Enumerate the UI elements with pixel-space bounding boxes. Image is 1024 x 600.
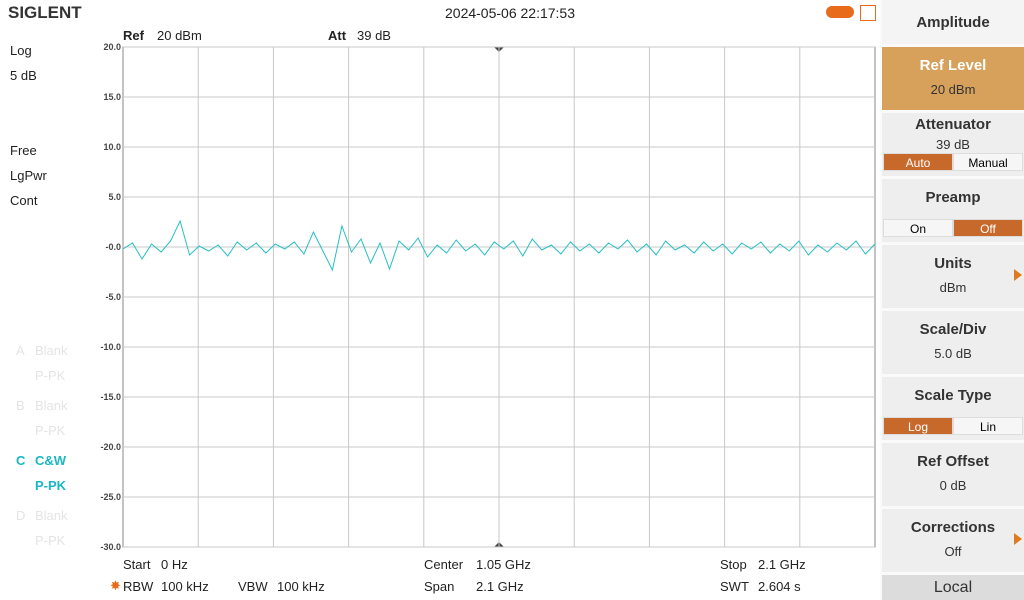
y-tick-label: -30.0 [100,542,121,552]
off[interactable]: Off [953,219,1023,237]
arrow [1014,533,1022,545]
arrow [1014,269,1022,281]
y-tick-label: 10.0 [103,142,121,152]
y-tick-label: -15.0 [100,392,121,402]
units-button[interactable]: Units dBm [882,245,1024,308]
y-tick-label: 20.0 [103,42,121,52]
rbw-dot: ✸ [110,578,121,593]
swt: SWT [720,579,749,594]
value: dBm [939,280,967,295]
value: Off [944,544,962,559]
scale: Log [10,43,32,58]
manual[interactable]: Manual [953,153,1023,171]
ref-value: 20 dBm [157,28,202,43]
label: Units [934,255,972,272]
trace-id: B [16,398,25,413]
scale-type-button[interactable]: Scale Type Log Lin [882,377,1024,440]
trace-id: D [16,508,26,523]
y-tick-label: 15.0 [103,92,121,102]
ref-label: Ref [123,28,144,43]
y-tick-label: -0.0 [105,242,121,252]
label: Preamp [925,189,981,206]
swt-value: 2.604 s [758,579,801,594]
label: Corrections [910,519,996,536]
corrections-button[interactable]: Corrections Off [882,509,1024,572]
brand: SIGLENT [8,3,82,22]
preamp-button[interactable]: Preamp On Off [882,179,1024,242]
trace-state: C&W [35,453,67,468]
div: 5 dB [10,68,37,83]
datetime: 2024-05-06 22:17:53 [445,5,575,21]
value: 20 dBm [930,82,976,97]
trace-detector: P-PK [35,368,66,383]
y-tick-label: -25.0 [100,492,121,502]
label: Attenuator [915,116,991,133]
trace-state: Blank [35,398,68,413]
value: 5.0 dB [934,346,972,361]
att-label: Att [328,28,347,43]
label: Scale/Div [919,321,987,338]
mode: LgPwr [10,168,47,183]
lin[interactable]: Lin [953,417,1023,435]
y-tick-label: 5.0 [108,192,121,202]
trace-state: Blank [35,343,68,358]
value: 39 dB [936,137,970,152]
sweep: Cont [10,193,38,208]
trace [122,219,876,272]
stop: Stop [720,557,747,572]
trace-state: Blank [35,508,68,523]
stop-value: 2.1 GHz [758,557,806,572]
scale-div-button[interactable]: Scale/Div 5.0 dB [882,311,1024,374]
trace-detector: P-PK [35,478,67,493]
y-tick-label: -5.0 [105,292,121,302]
ref-offset-button[interactable]: Ref Offset 0 dB [882,443,1024,506]
auto[interactable]: Auto [883,153,953,171]
y-tick-label: -20.0 [100,442,121,452]
trace-detector: P-PK [35,423,66,438]
menu-title: Amplitude [882,0,1024,44]
center-value: 1.05 GHz [476,557,531,572]
attenuator-button[interactable]: Attenuator 39 dB Auto Manual [882,113,1024,176]
center: Center [424,557,464,572]
value: 0 dB [939,478,967,493]
usb-icon [826,6,854,18]
label: Ref Offset [917,453,989,470]
trace-id: C [16,453,26,468]
start: Start [123,557,151,572]
on[interactable]: On [883,219,953,237]
trig: Free [10,143,37,158]
span-value: 2.1 GHz [476,579,524,594]
menu-title-text: Amplitude [916,14,990,31]
label: Scale Type [914,387,992,404]
y-tick-label: -10.0 [100,342,121,352]
start-value: 0 Hz [161,557,188,572]
label: Local [933,579,973,596]
vbw: VBW [238,579,268,594]
log[interactable]: Log [883,417,953,435]
att-value: 39 dB [357,28,391,43]
rbw-value: 100 kHz [161,579,209,594]
trace-id: A [16,343,25,358]
network-icon [860,5,876,21]
plot: 20.0 15.0 10.0 5.0 -0.0 -5.0 -10.0 -15.0 -20.0 -2… [100,42,876,552]
ref-level-button[interactable]: Ref Level 20 dBm [882,47,1024,110]
label: Ref Level [919,57,987,74]
rbw: RBW [123,579,154,594]
span: Span [424,579,455,594]
vbw-value: 100 kHz [277,579,325,594]
trace-detector: P-PK [35,533,66,548]
local-button[interactable]: Local [882,575,1024,600]
